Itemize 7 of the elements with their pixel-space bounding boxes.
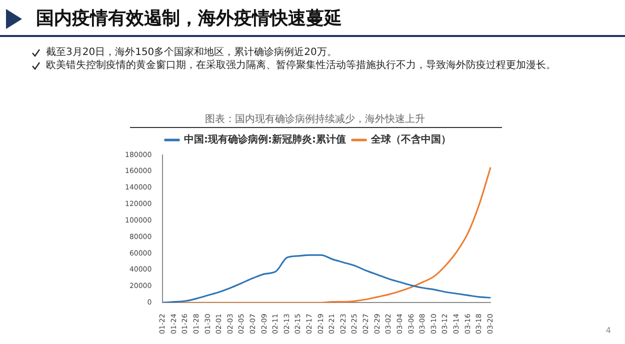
chart-title: 国内疫情有效遏制，海外疫情快速蔓延: [36, 7, 342, 30]
text: 欧美错失控制疫情的黄金窗口期，在采取强力隔离、暂停聚集性活动等措施执行不力，导致海外防疫过程更加漫长。: [46, 59, 556, 72]
text: 截至3月20日，海外150多个国家和地区，累计确诊病例近20万。: [46, 46, 337, 59]
text: 4: [606, 326, 611, 335]
legend-label: 中国:现有确诊病例:新冠肺炎:累计值: [184, 134, 346, 146]
chart-subtitle: 图表：国内现有确诊病例持续减少，海外快速上升: [204, 112, 426, 126]
legend-label: 全球（不含中国）: [370, 134, 451, 146]
